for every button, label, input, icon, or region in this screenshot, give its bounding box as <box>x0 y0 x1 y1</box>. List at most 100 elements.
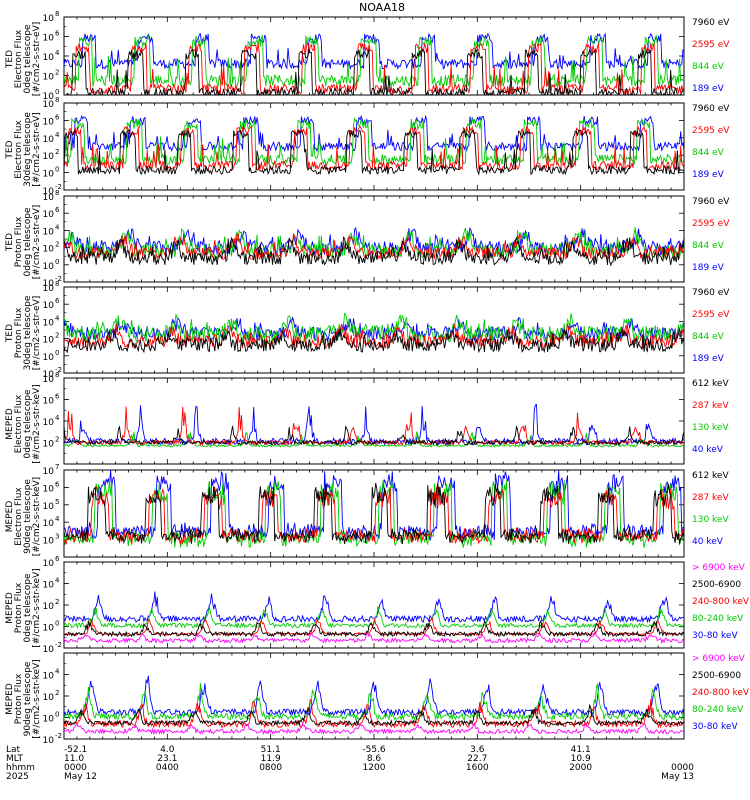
y-tick-label: 10 <box>43 624 55 634</box>
legend-entry: 612 keV <box>692 471 729 481</box>
series-group <box>64 32 684 95</box>
y-tick-exponent: -2 <box>55 732 62 740</box>
y-axis-label: [#/cm2-s-str-eV] <box>32 296 42 371</box>
y-tick-label: 10 <box>43 440 55 450</box>
y-tick-label: 10 <box>43 245 55 255</box>
series-trace-black <box>64 482 684 545</box>
y-axis-label: TED <box>5 324 15 343</box>
legend-entry: 7960 eV <box>692 197 730 207</box>
legend-entry: 80-240 keV <box>692 614 744 624</box>
legend-entry: 189 eV <box>692 170 725 180</box>
y-tick-exponent: 2 <box>55 332 59 340</box>
legend-entry: 40 keV <box>692 445 724 455</box>
legend-entry: 30-80 keV <box>692 722 738 732</box>
series-trace-red <box>64 486 684 545</box>
y-axis-label: [#/cm2-s-str-eV] <box>32 22 42 97</box>
y-tick-label: 10 <box>43 187 55 197</box>
y-tick-label: 10 <box>43 602 55 612</box>
legend-entry: 844 eV <box>692 332 725 342</box>
y-axis-label: Proton Flux <box>14 307 24 358</box>
y-tick-exponent: -2 <box>55 366 62 374</box>
legend-entry: 2500-6900 <box>692 580 741 590</box>
y-tick-exponent: 4 <box>55 668 60 676</box>
y-tick-label: 10 <box>43 262 55 272</box>
footer-value: May 13 <box>661 772 694 782</box>
y-axis-label: 30deg telescope <box>23 295 33 370</box>
y-tick-exponent: 8 <box>55 96 59 104</box>
y-tick-label: 10 <box>43 227 55 237</box>
y-tick-label: 10 <box>43 484 55 494</box>
y-tick-label: 10 <box>43 92 55 102</box>
series-trace-magenta <box>64 721 684 736</box>
series-trace-red <box>64 42 684 95</box>
footer-value: -52.1 <box>64 745 87 755</box>
series-trace-green <box>64 227 684 261</box>
y-tick-exponent: 4 <box>55 314 60 322</box>
y-tick-label: 10 <box>43 693 55 703</box>
y-tick-label: 10 <box>43 397 55 407</box>
y-tick-label: 10 <box>43 645 55 655</box>
y-tick-exponent: 7 <box>55 463 59 471</box>
series-trace-red <box>64 617 684 636</box>
y-tick-exponent: 6 <box>55 297 60 305</box>
legend-entry: 240-800 keV <box>692 597 750 607</box>
series-trace-black <box>64 128 684 176</box>
y-tick-label: 10 <box>43 336 55 346</box>
series-group <box>64 114 684 176</box>
y-tick-label: 10 <box>43 284 55 294</box>
y-tick-exponent: 8 <box>55 189 59 197</box>
y-tick-exponent: 2 <box>55 69 59 77</box>
y-tick-label: 10 <box>43 279 55 289</box>
legend-entry: 844 eV <box>692 148 725 158</box>
legend-entry: 612 keV <box>692 379 729 389</box>
legend-entry: > 6900 keV <box>692 563 746 573</box>
y-tick-exponent: 8 <box>55 280 59 288</box>
y-tick-label: 10 <box>43 736 55 746</box>
series-group <box>64 675 684 736</box>
y-axis-label: TED <box>5 50 15 69</box>
legend-entry: 30-80 keV <box>692 631 738 641</box>
y-axis-label: [#/cm2-s-str-keV] <box>32 568 42 647</box>
legend-entry: 7960 eV <box>692 18 730 28</box>
legend-entry: 80-240 keV <box>692 705 744 715</box>
y-tick-label: 10 <box>43 210 55 220</box>
footer-value: May 12 <box>64 772 97 782</box>
series-trace-blue <box>64 470 684 541</box>
series-trace-black <box>64 425 684 446</box>
footer-value: 8.6 <box>367 754 382 764</box>
y-axis-label: TED <box>5 233 15 252</box>
y-axis-label: Electron Flux <box>14 394 24 453</box>
series-group <box>64 403 684 448</box>
series-trace-blue <box>64 591 684 624</box>
y-tick-label: 10 <box>43 559 55 569</box>
y-tick-exponent: 4 <box>55 49 60 57</box>
series-trace-magenta <box>64 630 684 645</box>
series-trace-green <box>64 312 684 345</box>
y-tick-label: 10 <box>43 581 55 591</box>
series-trace-blue <box>64 114 684 153</box>
y-tick-label: 10 <box>43 672 55 682</box>
y-tick-label: 10 <box>43 318 55 328</box>
y-tick-exponent: 0 <box>55 166 59 174</box>
footer-row-label: Lat <box>6 745 21 755</box>
footer-value: 0000 <box>64 763 87 773</box>
y-tick-exponent: 2 <box>55 689 59 697</box>
series-trace-blue <box>64 403 684 447</box>
y-tick-label: 10 <box>43 715 55 725</box>
footer-value: 2000 <box>569 763 592 773</box>
y-tick-exponent: 6 <box>55 393 60 401</box>
y-tick-exponent: 4 <box>55 414 60 422</box>
footer-value: 41.1 <box>571 745 591 755</box>
figure-title: NOAA18 <box>359 1 405 14</box>
y-tick-label: 10 <box>43 73 55 83</box>
legend-entry: 189 eV <box>692 263 725 273</box>
y-axis-label: [#/cm2-s-str-keV] <box>32 659 42 738</box>
legend-entry: 240-800 keV <box>692 688 750 698</box>
footer-value: 1600 <box>466 763 489 773</box>
y-axis-label: Electron Flux <box>14 120 24 179</box>
